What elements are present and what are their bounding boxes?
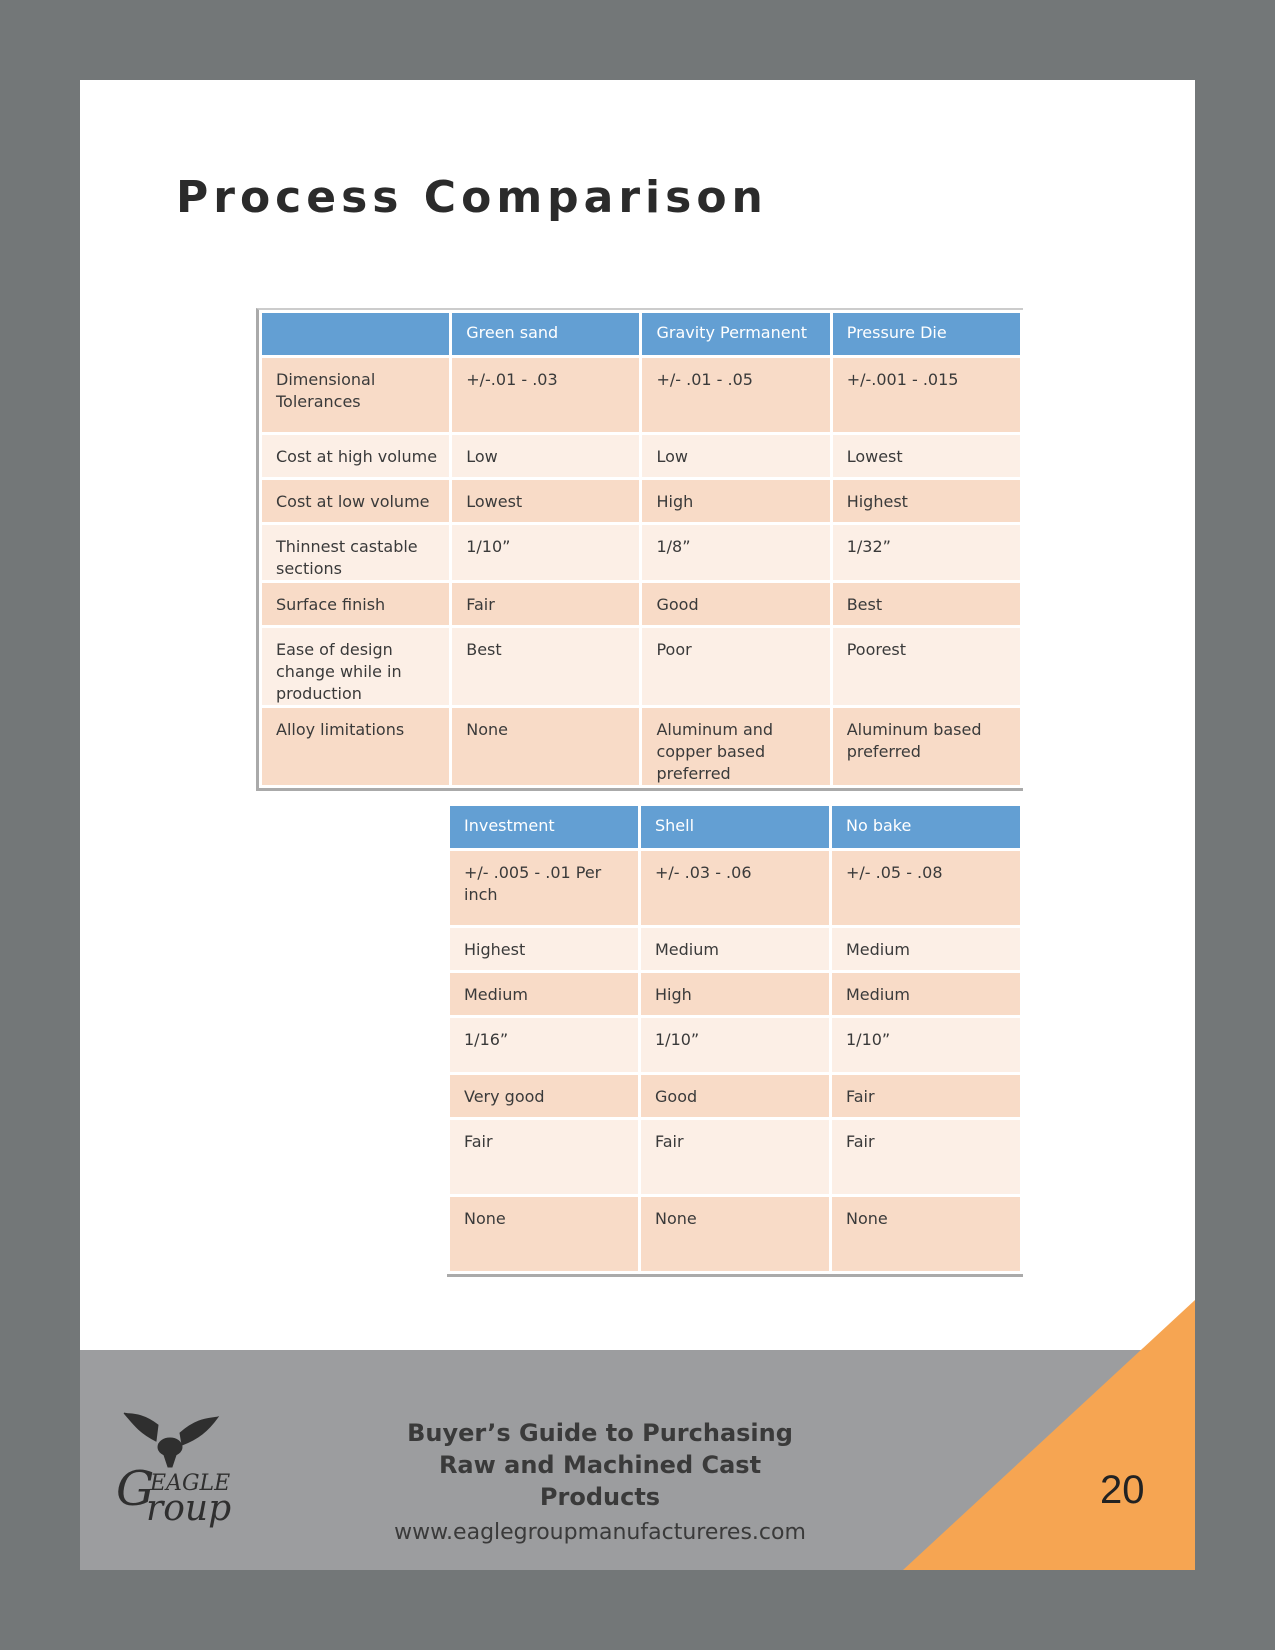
table-cell: Very good [450, 1075, 638, 1117]
row-label: Cost at high volume [262, 435, 450, 477]
table-cell: 1/32” [832, 525, 1020, 580]
process-comparison-table-1: Green sand Gravity Permanent Pressure Di… [256, 308, 1023, 791]
header-cell: Green sand [452, 313, 640, 355]
page-title: Process Comparison [176, 172, 768, 223]
table-row: Dimensional Tolerances +/-.01 - .03 +/- … [262, 358, 1020, 432]
table-cell: Poor [642, 628, 830, 705]
book-title: Buyer’s Guide to Purchasing Raw and Mach… [380, 1417, 820, 1513]
header-cell: Investment [450, 806, 638, 848]
table-cell: Fair [452, 583, 640, 625]
table-row: Cost at low volume Lowest High Highest [262, 480, 1020, 522]
table-cell: +/- .05 - .08 [832, 851, 1020, 925]
table-cell: 1/10” [452, 525, 640, 580]
table-cell: Good [642, 583, 830, 625]
table-row: Cost at high volume Low Low Lowest [262, 435, 1020, 477]
row-label: Thinnest castable sections [262, 525, 450, 580]
table-cell: 1/16” [450, 1018, 638, 1072]
table-row: Ease of design change while in productio… [262, 628, 1020, 705]
table-cell: Fair [832, 1120, 1020, 1194]
table-row: Surface finish Fair Good Best [262, 583, 1020, 625]
table-cell: None [832, 1197, 1020, 1271]
table-cell: High [642, 480, 830, 522]
table-cell: Best [832, 583, 1020, 625]
table-cell: Lowest [832, 435, 1020, 477]
table-cell: Best [452, 628, 640, 705]
table-cell: Aluminum based preferred [832, 708, 1020, 785]
header-cell [262, 313, 450, 355]
table-cell: 1/10” [641, 1018, 829, 1072]
table-row: 1/16” 1/10” 1/10” [450, 1018, 1020, 1072]
table-cell: Fair [832, 1075, 1020, 1117]
table-cell: Fair [641, 1120, 829, 1194]
table-cell: Lowest [452, 480, 640, 522]
book-title-line-2: Raw and Machined Cast Products [438, 1451, 762, 1511]
table-cell: Poorest [832, 628, 1020, 705]
table-cell: +/-.001 - .015 [832, 358, 1020, 432]
website-url: www.eaglegroupmanufactureres.com [394, 1520, 806, 1545]
table-cell: Medium [832, 973, 1020, 1015]
table-cell: Fair [450, 1120, 638, 1194]
row-label: Alloy limitations [262, 708, 450, 785]
header-cell: Pressure Die [832, 313, 1020, 355]
table-cell: Low [452, 435, 640, 477]
table-cell: High [641, 973, 829, 1015]
table-row: Fair Fair Fair [450, 1120, 1020, 1194]
table-cell: Aluminum and copper based preferred [642, 708, 830, 785]
table-cell: Medium [450, 973, 638, 1015]
table-row: Highest Medium Medium [450, 928, 1020, 970]
table-row: +/- .005 - .01 Per inch +/- .03 - .06 +/… [450, 851, 1020, 925]
header-cell: No bake [832, 806, 1020, 848]
table-row: None None None [450, 1197, 1020, 1271]
table-cell: 1/8” [642, 525, 830, 580]
eagle-group-logo: G EAGLE roup [110, 1405, 280, 1545]
row-label: Ease of design change while in productio… [262, 628, 450, 705]
table-cell: Low [642, 435, 830, 477]
row-label: Surface finish [262, 583, 450, 625]
table-cell: Good [641, 1075, 829, 1117]
row-label: Cost at low volume [262, 480, 450, 522]
process-comparison-table-2: Investment Shell No bake +/- .005 - .01 … [447, 803, 1023, 1277]
table-row: Very good Good Fair [450, 1075, 1020, 1117]
table-cell: Highest [450, 928, 638, 970]
table-row: Thinnest castable sections 1/10” 1/8” 1/… [262, 525, 1020, 580]
table-row: Medium High Medium [450, 973, 1020, 1015]
book-title-line-1: Buyer’s Guide to Purchasing [407, 1419, 793, 1447]
svg-text:EAGLE: EAGLE [149, 1471, 230, 1496]
table-cell: None [452, 708, 640, 785]
svg-text:roup: roup [146, 1488, 231, 1529]
header-cell: Shell [641, 806, 829, 848]
document-page: Process Comparison Green sand Gravity Pe… [80, 80, 1195, 1570]
table-cell: Highest [832, 480, 1020, 522]
table-cell: +/- .03 - .06 [641, 851, 829, 925]
table-cell: None [641, 1197, 829, 1271]
orange-corner-accent [903, 1300, 1195, 1570]
row-label: Dimensional Tolerances [262, 358, 450, 432]
table-row: Alloy limitations None Aluminum and copp… [262, 708, 1020, 785]
page-number: 20 [1100, 1468, 1145, 1512]
table-cell: Medium [832, 928, 1020, 970]
table-cell: None [450, 1197, 638, 1271]
svg-text:G: G [116, 1461, 154, 1517]
table-cell: +/-.01 - .03 [452, 358, 640, 432]
header-cell: Gravity Permanent [642, 313, 830, 355]
table-cell: Medium [641, 928, 829, 970]
table-cell: +/- .005 - .01 Per inch [450, 851, 638, 925]
table-cell: +/- .01 - .05 [642, 358, 830, 432]
table-cell: 1/10” [832, 1018, 1020, 1072]
